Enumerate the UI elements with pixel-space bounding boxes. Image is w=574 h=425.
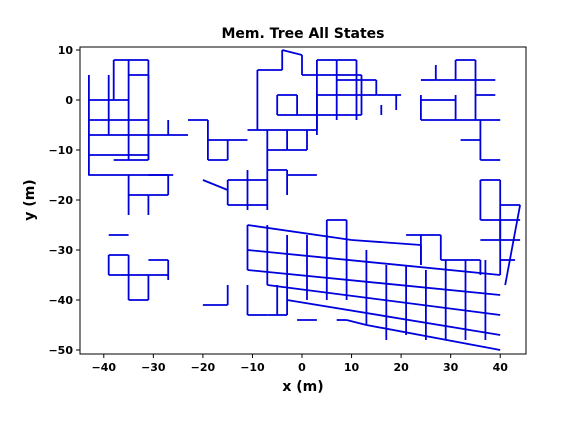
tree-edge-1-25 [281, 49, 303, 56]
tree-edge-2-36 [366, 324, 501, 351]
x-tick-label: −30 [141, 361, 166, 374]
x-tick-label: −20 [191, 361, 216, 374]
y-axis: 10 0 −10 −20 −30 −40 −50 [48, 44, 80, 357]
y-axis-label: y (m) [22, 179, 38, 220]
x-axis-label: x (m) [282, 379, 323, 395]
y-tick-label: −40 [48, 294, 73, 307]
x-tick-label: 30 [443, 361, 459, 374]
tree-edge-1-14 [202, 179, 229, 191]
tree-edge-2-11 [267, 284, 501, 316]
tree-edge-2-10 [247, 269, 501, 296]
tree-edge-2-9 [247, 249, 501, 276]
y-tick-label: 10 [58, 44, 74, 57]
x-axis: −40 −30 −20 −10 0 10 20 30 40 [92, 354, 509, 374]
x-tick-label: 20 [393, 361, 409, 374]
x-tick-label: −40 [92, 361, 117, 374]
chart-title: Mem. Tree All States [221, 26, 384, 42]
y-tick-label: 0 [65, 94, 73, 107]
y-tick-label: −20 [48, 194, 73, 207]
x-tick-label: 0 [298, 361, 306, 374]
y-tick-label: −30 [48, 244, 73, 257]
tree-edge-2-13 [351, 239, 421, 246]
data-layer [88, 49, 521, 351]
y-tick-label: −10 [48, 144, 73, 157]
tree-edge-2-1 [247, 224, 352, 241]
x-tick-label: −10 [240, 361, 265, 374]
tree-edge-1-65 [504, 204, 521, 286]
x-tick-label: 10 [344, 361, 360, 374]
x-tick-label: 40 [493, 361, 509, 374]
tree-edge-0-0 [88, 75, 174, 176]
tree-edge-2-35 [346, 319, 367, 326]
y-tick-label: −50 [48, 344, 73, 357]
